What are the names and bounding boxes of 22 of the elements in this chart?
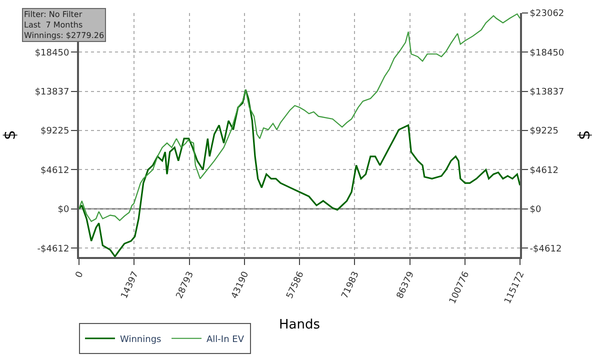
y-tick-label: $0 bbox=[58, 205, 70, 216]
annotation: Last 7 Months bbox=[24, 20, 83, 30]
y2-tick-label: $18450 bbox=[530, 48, 564, 58]
x-tick-label: 0 bbox=[74, 270, 86, 280]
y2-tick-label: -$4612 bbox=[530, 244, 562, 254]
annotation: Winnings: $2779.26 bbox=[24, 30, 104, 40]
y-tick-label: $4612 bbox=[40, 166, 70, 176]
y-tick-label: $13837 bbox=[34, 88, 70, 98]
y2-tick-label: $0 bbox=[530, 205, 542, 216]
y2-tick-label: $9225 bbox=[530, 126, 558, 137]
y-axis-title: $ bbox=[0, 130, 20, 140]
legend-label: Winnings bbox=[120, 334, 162, 345]
y2-tick-label: $4612 bbox=[530, 166, 558, 176]
y2-tick-label: $23062 bbox=[530, 9, 564, 20]
y2-axis-title: $ bbox=[574, 130, 594, 140]
y-tick-label: $9225 bbox=[40, 126, 70, 137]
annotation: Filter: No Filter bbox=[24, 10, 83, 19]
legend-label: All-In EV bbox=[206, 334, 245, 345]
x-axis-title: Hands bbox=[278, 318, 320, 333]
y-tick-label: -$4612 bbox=[37, 244, 70, 254]
y2-tick-label: $13837 bbox=[530, 88, 564, 98]
y-tick-label: $18450 bbox=[34, 48, 70, 58]
